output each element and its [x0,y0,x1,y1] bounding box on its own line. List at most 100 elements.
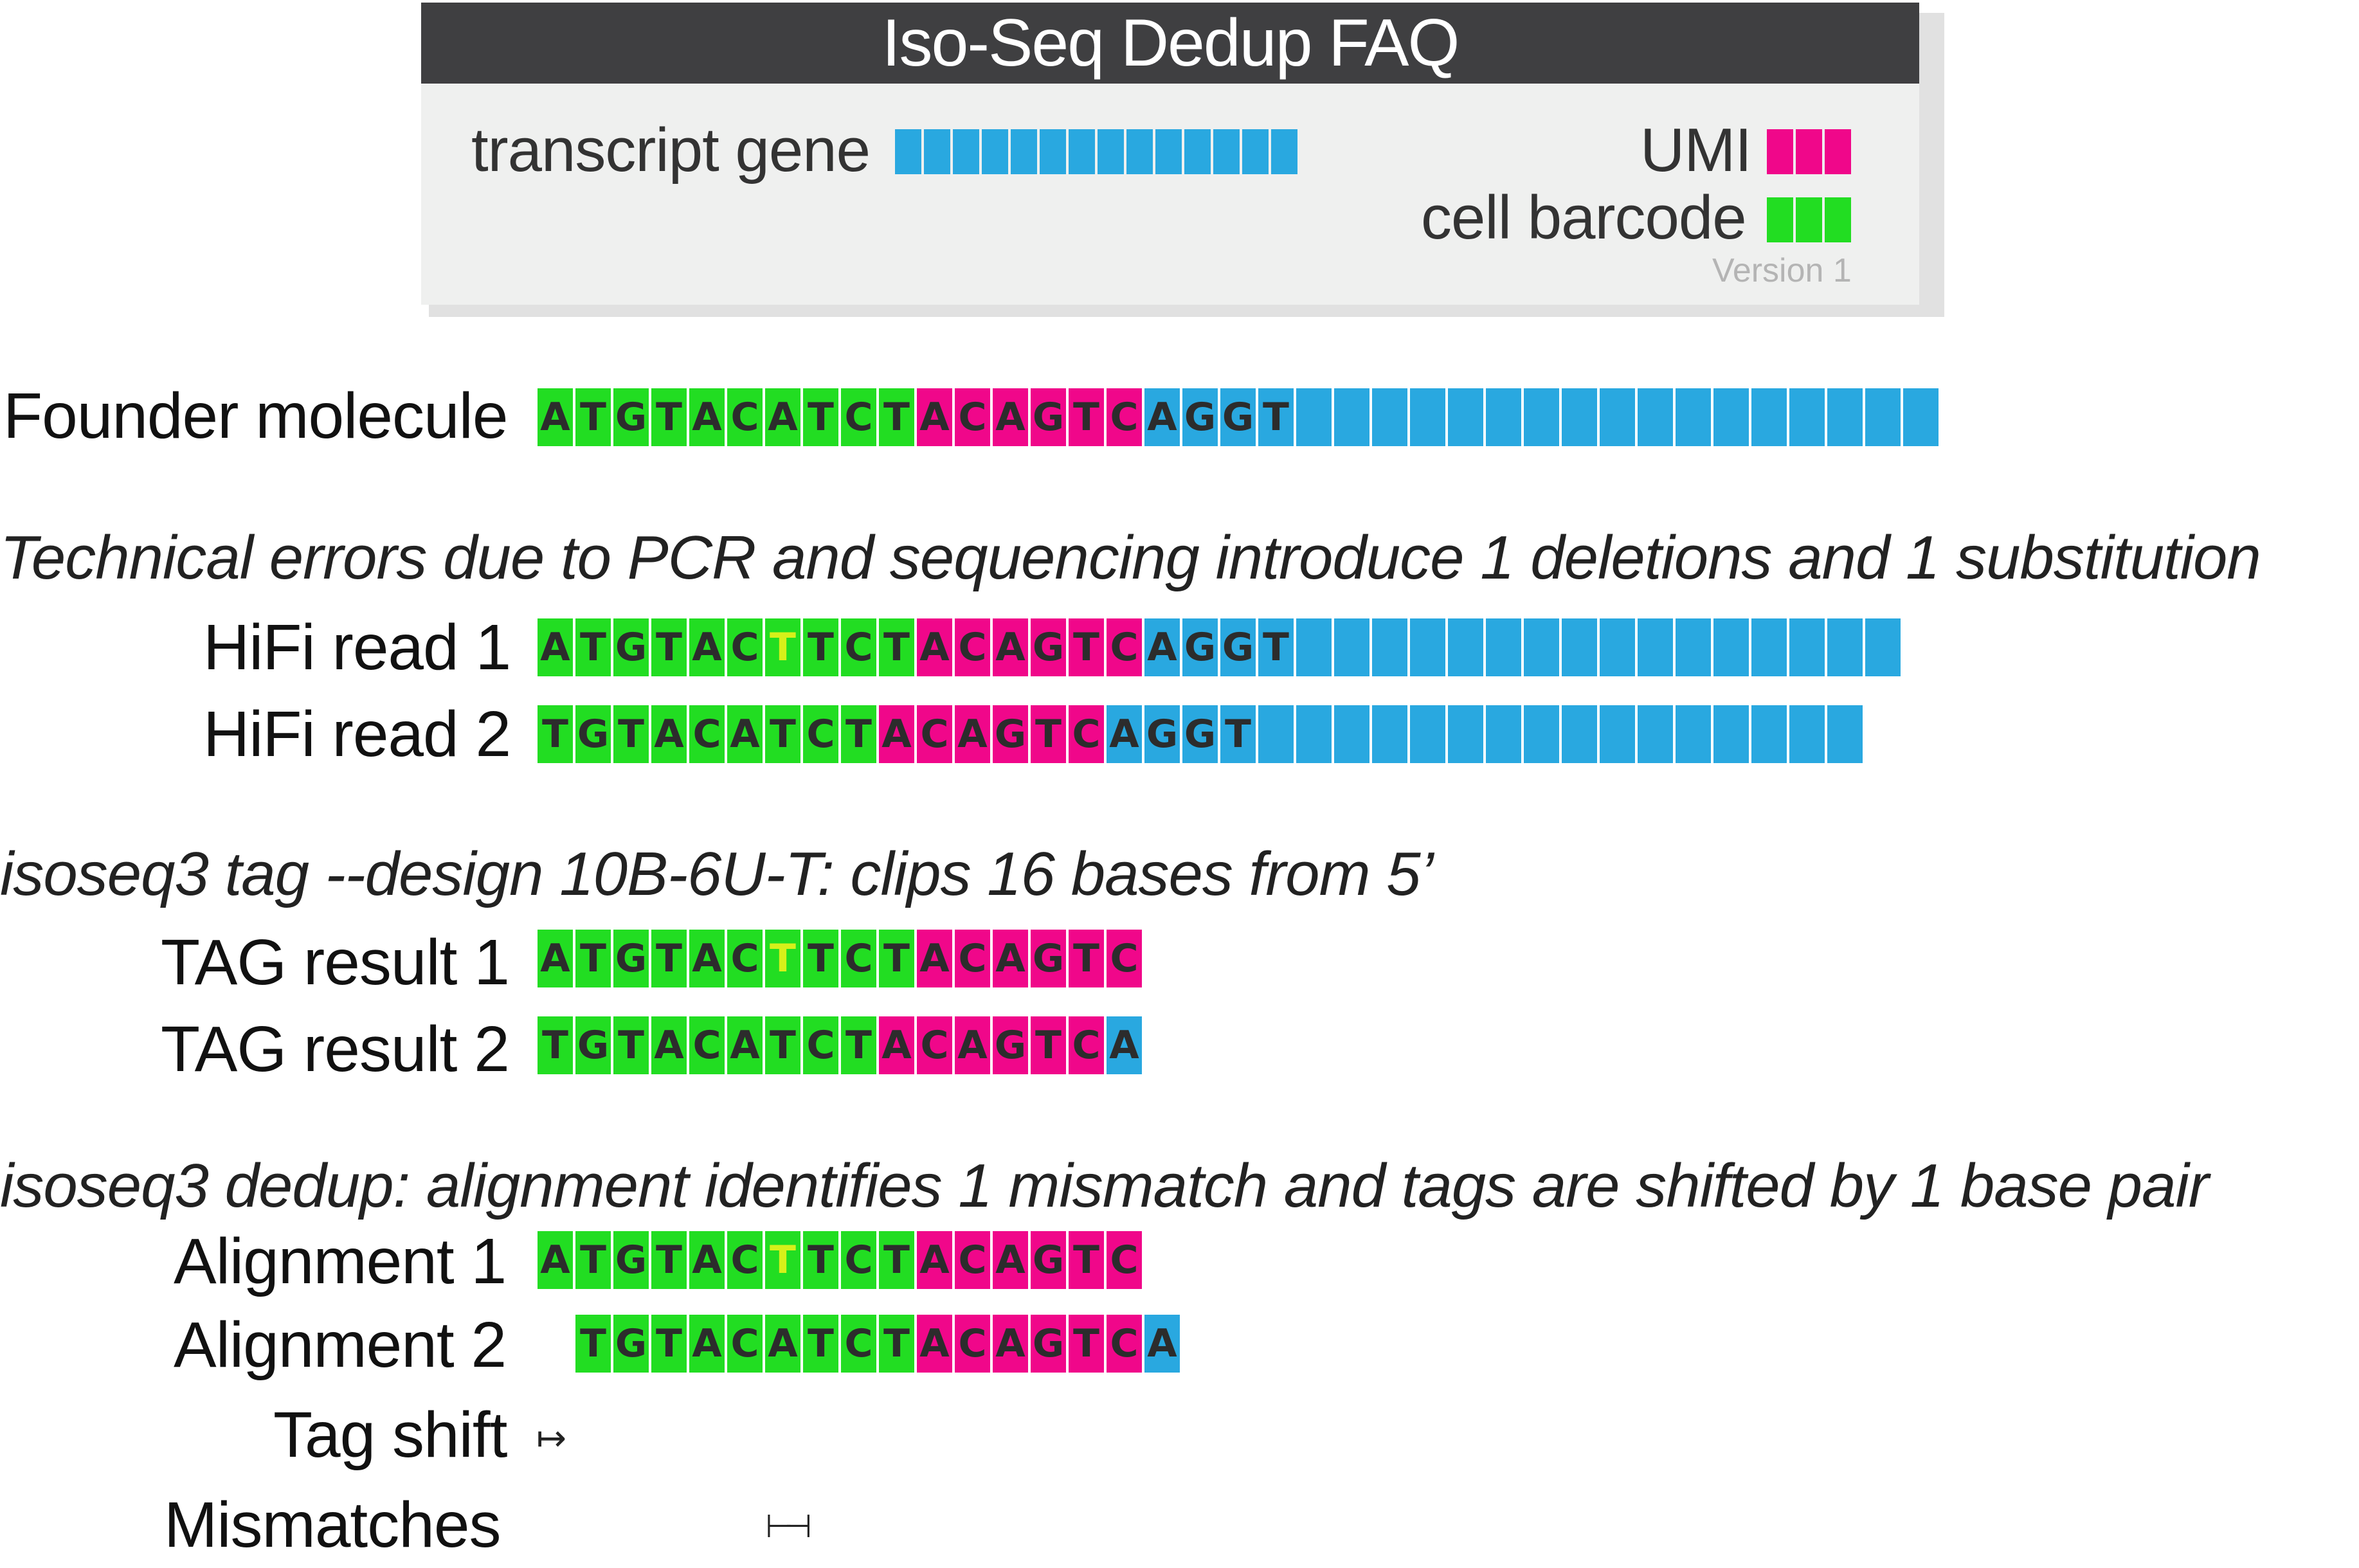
gene-base: G [1220,618,1256,676]
umi-base: T [1031,705,1066,763]
cell-barcode-base: C [841,930,876,987]
cell-barcode-base: T [538,1016,573,1074]
legend-title: Iso-Seq Dedup FAQ [421,3,1919,84]
gene-block [1751,705,1787,763]
umi-base: C [955,1315,990,1373]
cell-barcode-base: C [841,1231,876,1289]
legend-umi-swatch [1767,129,1854,174]
legend-cell-barcode-block [1796,197,1822,242]
cell-barcode-base: G [575,1016,611,1074]
gene-block [1448,618,1483,676]
cell-barcode-base: C [803,705,838,763]
cell-barcode-base: A [765,1315,800,1373]
gene-block [1789,388,1825,446]
umi-base: G [1031,1231,1066,1289]
gene-block [1258,705,1294,763]
cell-barcode-base: C [727,930,763,987]
umi-base: A [993,618,1028,676]
cell-barcode-base: C [727,388,763,446]
gene-block [1486,388,1521,446]
substitution-base: T [765,930,800,987]
umi-base: A [955,1016,990,1074]
gene-block [1713,388,1749,446]
cell-barcode-base: T [879,388,914,446]
gene-block [1334,618,1369,676]
cell-barcode-base: A [689,618,725,676]
cell-barcode-base: T [879,1231,914,1289]
cell-barcode-base: T [575,388,611,446]
gene-base: G [1182,705,1218,763]
gene-block [1713,705,1749,763]
gene-block [1486,705,1521,763]
errors-section-title: Technical errors due to PCR and sequenci… [0,523,2261,592]
cell-barcode-base: T [803,388,838,446]
tag-result-2-label: TAG result 2 [161,1013,510,1085]
gene-block [1524,705,1559,763]
gene-block [1562,388,1597,446]
gene-block [1296,388,1332,446]
cell-barcode-base: C [689,1016,725,1074]
gene-block [1638,618,1673,676]
gene-block [1334,388,1369,446]
umi-base: A [993,1231,1028,1289]
gene-block [1827,705,1863,763]
gene-base: T [1258,618,1294,676]
umi-base: C [1069,1016,1104,1074]
umi-base: A [993,388,1028,446]
substitution-base: T [765,618,800,676]
alignment-1-label: Alignment 1 [174,1225,507,1297]
dedup-section-title: isoseq3 dedup: alignment identifies 1 mi… [0,1151,2209,1220]
umi-base: A [917,930,952,987]
gene-base: A [1144,618,1180,676]
gene-block [1296,618,1332,676]
gene-base: G [1220,388,1256,446]
umi-base: A [917,618,952,676]
tag-shift-label: Tag shift [273,1399,507,1471]
gene-block [1334,705,1369,763]
umi-base: C [955,930,990,987]
legend-cell-barcode-block [1767,197,1793,242]
legend-gene-block [1098,129,1124,174]
gene-block [1600,705,1635,763]
cell-barcode-base: T [803,1231,838,1289]
cell-barcode-base: A [689,1231,725,1289]
legend-cell-barcode-block [1825,197,1851,242]
umi-base: A [879,1016,914,1074]
cell-barcode-base: A [765,388,800,446]
gene-block [1789,618,1825,676]
gene-block [1410,705,1445,763]
umi-base: A [917,388,952,446]
cell-barcode-base: C [727,1315,763,1373]
gene-block [1713,618,1749,676]
umi-base: T [1069,618,1104,676]
cell-barcode-base: A [538,388,573,446]
umi-base: A [917,1231,952,1289]
cell-barcode-base: A [538,618,573,676]
cell-barcode-base: G [613,1315,649,1373]
gene-block [1600,388,1635,446]
cell-barcode-base: A [727,1016,763,1074]
cell-barcode-base: T [575,1315,611,1373]
umi-base: A [955,705,990,763]
cell-barcode-base: A [689,930,725,987]
legend-gene-block [1271,129,1297,174]
umi-base: A [879,705,914,763]
umi-base: T [1069,930,1104,987]
cell-barcode-base: T [841,705,876,763]
umi-base: C [917,705,952,763]
cell-barcode-base: T [613,1016,649,1074]
tag-shift-arrow-icon: ↦ [536,1418,566,1459]
hifi-read-1-label: HiFi read 1 [203,611,511,683]
legend-gene-block [1155,129,1182,174]
cell-barcode-base: T [613,705,649,763]
gene-block [1372,388,1407,446]
gene-block [1372,705,1407,763]
umi-base: T [1069,1315,1104,1373]
cell-barcode-base: T [879,618,914,676]
cell-barcode-base: C [841,1315,876,1373]
